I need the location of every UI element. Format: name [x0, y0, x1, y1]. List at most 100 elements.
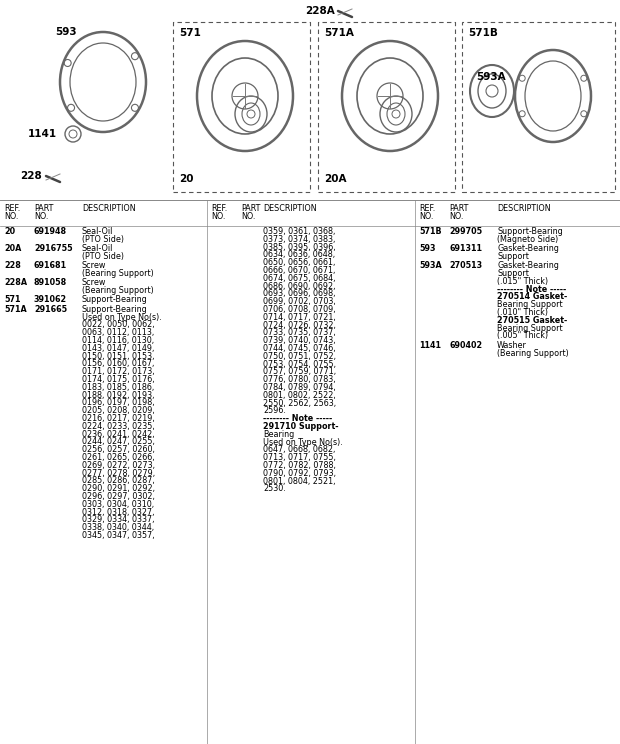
Text: 571A: 571A: [4, 305, 27, 314]
Text: 1141: 1141: [28, 129, 57, 139]
Text: 0224, 0233, 0235,: 0224, 0233, 0235,: [82, 422, 155, 431]
Text: 593: 593: [419, 244, 435, 253]
Text: 0650, 0656, 0661,: 0650, 0656, 0661,: [263, 258, 335, 267]
Text: Seal-Oil: Seal-Oil: [82, 227, 113, 236]
Text: PART: PART: [241, 204, 260, 213]
Text: 0303, 0304, 0310,: 0303, 0304, 0310,: [82, 500, 154, 509]
Text: Support: Support: [497, 269, 529, 278]
Text: 0277, 0278, 0279,: 0277, 0278, 0279,: [82, 469, 155, 478]
Text: 0772, 0782, 0788,: 0772, 0782, 0788,: [263, 461, 336, 470]
Text: 0261, 0265, 0266,: 0261, 0265, 0266,: [82, 453, 154, 462]
Text: (.010" Thick): (.010" Thick): [497, 308, 548, 317]
Text: 0244, 0247, 0255,: 0244, 0247, 0255,: [82, 437, 155, 446]
Text: Support-Bearing: Support-Bearing: [82, 295, 148, 304]
Text: 0196, 0197, 0198,: 0196, 0197, 0198,: [82, 398, 154, 407]
Text: 593A: 593A: [476, 72, 506, 82]
Text: 1141: 1141: [419, 341, 441, 350]
Text: 0373, 0374, 0383,: 0373, 0374, 0383,: [263, 235, 335, 244]
Text: 0285, 0286, 0287,: 0285, 0286, 0287,: [82, 476, 155, 485]
Text: 0114, 0116, 0130,: 0114, 0116, 0130,: [82, 336, 154, 345]
Text: 0183, 0185, 0186,: 0183, 0185, 0186,: [82, 382, 154, 391]
Text: 299705: 299705: [449, 227, 482, 236]
Text: 20: 20: [4, 227, 15, 236]
Text: PART: PART: [34, 204, 53, 213]
Text: 0706, 0708, 0709,: 0706, 0708, 0709,: [263, 305, 335, 314]
Text: 291665: 291665: [34, 305, 67, 314]
Text: 0236, 0241, 0242,: 0236, 0241, 0242,: [82, 429, 154, 438]
Text: Support-Bearing: Support-Bearing: [497, 227, 563, 236]
Text: 0312, 0318, 0327,: 0312, 0318, 0327,: [82, 507, 154, 516]
Text: NO.: NO.: [211, 212, 226, 221]
Text: 0359, 0361, 0368,: 0359, 0361, 0368,: [263, 227, 335, 236]
Text: 0634, 0636, 0648,: 0634, 0636, 0648,: [263, 251, 335, 260]
Text: 571B: 571B: [468, 28, 498, 38]
Text: DESCRIPTION: DESCRIPTION: [82, 204, 136, 213]
Bar: [462, 22, 615, 192]
Text: 0750, 0751, 0752,: 0750, 0751, 0752,: [263, 352, 336, 361]
Text: NO.: NO.: [449, 212, 463, 221]
Text: 20: 20: [179, 174, 193, 184]
Text: REF.: REF.: [211, 204, 228, 213]
Text: (Bearing Support): (Bearing Support): [82, 286, 154, 295]
Text: 0801, 0804, 2521,: 0801, 0804, 2521,: [263, 477, 335, 486]
Text: Seal-Oil: Seal-Oil: [82, 244, 113, 253]
Bar: [318, 22, 455, 192]
Text: Bearing Support: Bearing Support: [497, 300, 562, 310]
Text: Gasket-Bearing: Gasket-Bearing: [497, 261, 559, 270]
Text: 0724, 0726, 0732,: 0724, 0726, 0732,: [263, 321, 336, 330]
Text: (Magneto Side): (Magneto Side): [497, 235, 558, 244]
Text: 593A: 593A: [419, 261, 441, 270]
Text: 0713, 0717, 0755,: 0713, 0717, 0755,: [263, 453, 336, 462]
Text: (Bearing Support): (Bearing Support): [82, 269, 154, 278]
Text: 571A: 571A: [324, 28, 354, 38]
Text: 0188, 0192, 0193,: 0188, 0192, 0193,: [82, 391, 154, 400]
Text: 20A: 20A: [324, 174, 347, 184]
Text: 0744, 0745, 0746,: 0744, 0745, 0746,: [263, 344, 335, 353]
Text: 593: 593: [55, 27, 77, 37]
Text: 291710 Support-: 291710 Support-: [263, 422, 339, 431]
Text: (.015" Thick): (.015" Thick): [497, 277, 548, 286]
Text: Bearing: Bearing: [263, 430, 294, 439]
Text: 270514 Gasket-: 270514 Gasket-: [497, 292, 567, 301]
Text: 0693, 0696, 0698,: 0693, 0696, 0698,: [263, 289, 335, 298]
Text: -------- Note -----: -------- Note -----: [497, 285, 566, 294]
Text: 2596.: 2596.: [263, 406, 286, 415]
Text: 690402: 690402: [449, 341, 482, 350]
Text: 0216, 0217, 0219,: 0216, 0217, 0219,: [82, 414, 155, 423]
Text: 571: 571: [179, 28, 201, 38]
Text: 0174, 0175, 0176,: 0174, 0175, 0176,: [82, 375, 154, 384]
Text: 691311: 691311: [449, 244, 482, 253]
Text: 228A: 228A: [305, 6, 335, 16]
Text: Used on Type No(s).: Used on Type No(s).: [82, 312, 162, 321]
Text: 2916755: 2916755: [34, 244, 73, 253]
Text: Support: Support: [497, 252, 529, 261]
Text: 691681: 691681: [34, 261, 67, 270]
Text: 391062: 391062: [34, 295, 67, 304]
Text: REF.: REF.: [419, 204, 435, 213]
Text: PART: PART: [449, 204, 468, 213]
Text: 2530.: 2530.: [263, 484, 286, 493]
Text: REF.: REF.: [4, 204, 20, 213]
Text: 228: 228: [20, 171, 42, 181]
Text: (PTO Side): (PTO Side): [82, 235, 124, 244]
Text: 571: 571: [4, 295, 20, 304]
Text: 0256, 0257, 0260,: 0256, 0257, 0260,: [82, 445, 155, 454]
Text: Bearing Support: Bearing Support: [497, 324, 562, 333]
Text: 20A: 20A: [4, 244, 21, 253]
Text: 2550, 2562, 2563,: 2550, 2562, 2563,: [263, 399, 336, 408]
Text: 0714, 0717, 0721,: 0714, 0717, 0721,: [263, 312, 336, 322]
Text: 0784, 0789, 0794,: 0784, 0789, 0794,: [263, 383, 336, 392]
Text: (Bearing Support): (Bearing Support): [497, 348, 569, 358]
Text: 0205, 0208, 0209,: 0205, 0208, 0209,: [82, 406, 155, 415]
Text: Support-Bearing: Support-Bearing: [82, 305, 148, 314]
Text: 0296, 0297, 0302,: 0296, 0297, 0302,: [82, 492, 155, 501]
Text: 0776, 0780, 0783,: 0776, 0780, 0783,: [263, 375, 335, 384]
Text: 228: 228: [4, 261, 21, 270]
Text: 0790, 0792, 0793,: 0790, 0792, 0793,: [263, 469, 336, 478]
Text: NO.: NO.: [419, 212, 433, 221]
Text: 0647, 0668, 0682,: 0647, 0668, 0682,: [263, 446, 335, 455]
Text: NO.: NO.: [241, 212, 255, 221]
Text: 0329, 0334, 0337,: 0329, 0334, 0337,: [82, 516, 154, 525]
Text: 0739, 0740, 0743,: 0739, 0740, 0743,: [263, 336, 335, 345]
Text: (PTO Side): (PTO Side): [82, 252, 124, 261]
